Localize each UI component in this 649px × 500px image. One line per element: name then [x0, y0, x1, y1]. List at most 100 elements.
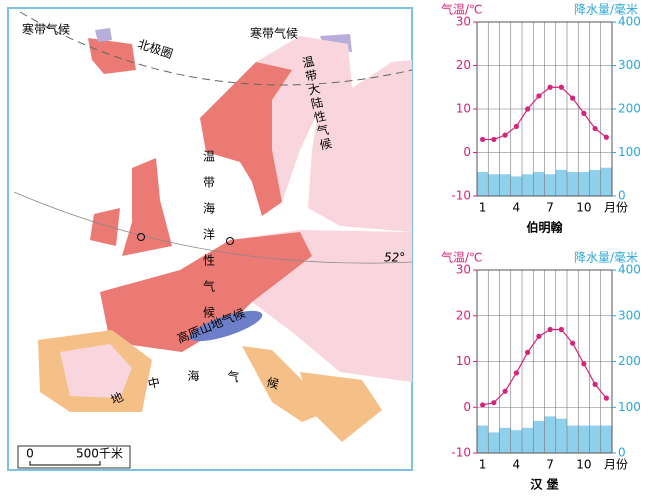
continental-zone — [308, 60, 412, 232]
point — [603, 395, 609, 401]
y2-tick-label: 400 — [618, 263, 641, 277]
y2-tick-label: 0 — [618, 189, 626, 203]
y2-tick-label: 400 — [618, 15, 641, 29]
x-tick-label: 1 — [479, 201, 487, 215]
bar — [499, 427, 511, 453]
y-tick-label: 20 — [456, 308, 471, 322]
bar — [488, 174, 500, 196]
point — [536, 333, 542, 339]
point — [547, 326, 553, 333]
bar — [544, 416, 556, 453]
y-tick-label: 20 — [456, 58, 471, 72]
x-tick-label: 10 — [576, 201, 591, 215]
map-label: 52° — [384, 251, 405, 265]
bar — [522, 174, 534, 196]
scale-label: 500千米 — [76, 447, 123, 461]
interior-zone — [60, 344, 132, 398]
map-label: 寒带气候 — [22, 22, 70, 37]
point — [547, 84, 553, 90]
scale-label: 0 — [26, 447, 34, 461]
bar — [578, 172, 590, 196]
britain — [122, 158, 172, 256]
x-axis-label: 月份 — [604, 201, 628, 215]
point — [592, 125, 598, 132]
bar — [533, 172, 545, 196]
point — [581, 110, 587, 116]
bar — [600, 425, 612, 453]
point — [480, 402, 486, 408]
point — [513, 370, 519, 376]
bar — [567, 425, 579, 453]
scale-box — [17, 445, 131, 469]
point — [603, 134, 609, 140]
point — [480, 136, 486, 143]
city — [226, 237, 234, 245]
bar — [477, 425, 489, 453]
y2-tick-label: 300 — [618, 308, 641, 322]
x-tick-label: 7 — [546, 458, 554, 472]
x-tick-label: 4 — [513, 458, 521, 472]
y-tick-label: -10 — [451, 446, 471, 460]
bar — [510, 176, 522, 196]
y2-tick-label: 200 — [618, 354, 641, 368]
alps — [189, 310, 263, 342]
bar — [567, 172, 579, 196]
parallel-line — [13, 191, 413, 264]
point — [525, 106, 531, 112]
point — [491, 400, 497, 406]
bar — [477, 172, 489, 196]
bar — [510, 430, 522, 453]
map: 寒带气候 寒带气候 北极圈 温带大陆性气候 温带海洋性气候 高原山地气候 地中海… — [7, 7, 413, 471]
point — [491, 136, 497, 143]
y-tick-label: 30 — [456, 15, 471, 29]
y-tick-label: 30 — [456, 263, 471, 277]
point — [558, 84, 564, 90]
y-axis-label: 气温/℃ — [441, 250, 483, 265]
x-tick-label: 7 — [546, 201, 554, 215]
iceland — [88, 38, 136, 74]
bar — [499, 174, 511, 196]
x-tick-label: 4 — [513, 201, 521, 215]
y2-tick-label: 0 — [618, 446, 626, 460]
point — [558, 326, 564, 333]
y2-axis-label: 降水量/毫米 — [574, 250, 638, 265]
bar — [544, 174, 556, 196]
bar — [578, 425, 590, 453]
point — [592, 381, 598, 387]
point — [525, 349, 531, 355]
bar — [522, 427, 534, 453]
point — [502, 132, 508, 138]
y-tick-label: 0 — [463, 400, 471, 414]
y-axis-label: 气温/℃ — [441, 2, 483, 17]
ireland — [90, 208, 120, 246]
map-label: 温带海洋性气候 — [202, 150, 216, 332]
y2-tick-label: 100 — [618, 400, 641, 414]
bar — [555, 418, 567, 453]
x-tick-label: 10 — [576, 458, 591, 472]
arctic-circle-line — [19, 11, 413, 86]
point — [570, 95, 576, 101]
y2-tick-label: 100 — [618, 145, 641, 159]
bar — [533, 420, 545, 453]
bar — [600, 167, 612, 196]
balkans — [300, 372, 382, 442]
x-tick-label: 1 — [479, 458, 487, 472]
chart-title: 汉 堡 — [530, 477, 558, 492]
y-tick-label: 0 — [463, 145, 471, 159]
y-tick-label: 10 — [456, 102, 471, 116]
point — [513, 123, 519, 129]
point — [502, 388, 508, 394]
scale-bar — [29, 461, 101, 466]
y2-tick-label: 300 — [618, 58, 641, 72]
oceanic-zone — [200, 62, 292, 216]
chart-title: 伯明翰 — [526, 220, 562, 235]
oceanic-zone — [100, 232, 312, 352]
map-label: 寒带气候 — [250, 26, 298, 41]
x-axis-label: 月份 — [604, 458, 628, 472]
polar-zone — [95, 28, 112, 42]
y-tick-label: 10 — [456, 354, 471, 368]
y-tick-label: -10 — [451, 189, 471, 203]
